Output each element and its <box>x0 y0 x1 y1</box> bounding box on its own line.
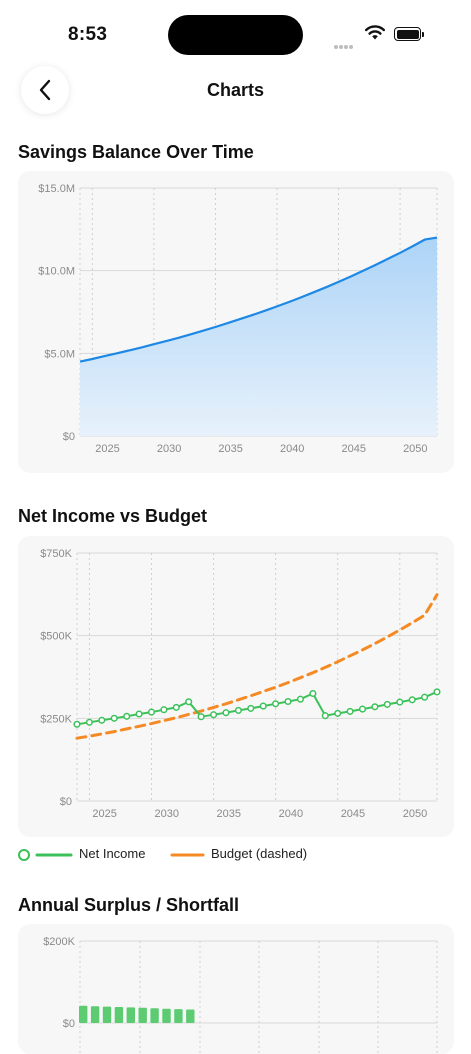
legend-label-budget: Budget (dashed) <box>211 846 308 861</box>
net-income-point <box>85 718 93 726</box>
x-tick-label: 2040 <box>279 808 303 820</box>
budget-line <box>75 593 439 740</box>
net-income-point <box>222 709 230 717</box>
net-income-point <box>309 689 317 698</box>
legend-label-net-income: Net Income <box>79 846 146 861</box>
net-income-point <box>247 704 255 712</box>
status-bar: 8:53 <box>0 0 471 60</box>
chevron-left-icon <box>39 79 51 101</box>
cellular-signal-icon <box>334 36 354 54</box>
net-income-point <box>123 712 131 720</box>
y-tick-label: $5.0M <box>44 348 75 360</box>
net-income-point <box>135 710 143 718</box>
annual-surplus-chart: $0 $200K <box>43 936 438 1054</box>
net-income-point <box>346 707 354 715</box>
x-tick-label: 2040 <box>280 443 304 455</box>
net-income-point <box>197 713 205 721</box>
y-tick-label: $0 <box>63 431 75 443</box>
x-tick-label: 2045 <box>342 443 366 455</box>
surplus-bar <box>174 1009 183 1023</box>
net-income-point <box>272 700 280 708</box>
net-income-point <box>296 695 304 703</box>
x-tick-label: 2050 <box>403 443 427 455</box>
x-tick-label: 2030 <box>154 808 178 820</box>
surplus-bar <box>150 1008 159 1023</box>
status-time: 8:53 <box>68 24 108 45</box>
battery-icon <box>394 27 424 41</box>
income-chart-card: $0 $250K $500K $750K 2025 2030 2035 2040 2045 205… <box>18 536 454 837</box>
x-tick-label: 2050 <box>403 808 427 820</box>
net-income-point <box>172 703 180 711</box>
surplus-bar <box>126 1007 135 1023</box>
net-income-point <box>160 706 168 714</box>
savings-area-fill <box>80 237 437 436</box>
legend-swatch-budget <box>170 853 205 857</box>
net-income-point <box>210 711 218 719</box>
x-tick-label: 2025 <box>95 443 119 455</box>
section-title-savings: Savings Balance Over Time <box>18 142 254 162</box>
y-tick-label: $10.0M <box>38 266 75 278</box>
back-button[interactable] <box>21 66 69 114</box>
savings-line <box>79 236 438 363</box>
y-tick-label: $750K <box>40 548 72 560</box>
savings-chart-card: $0 $5.0M $10.0M $15.0M 2025 2030 2035 2040 2045 2… <box>18 171 454 473</box>
surplus-bar <box>138 1007 147 1023</box>
x-tick-label: 2035 <box>217 808 241 820</box>
net-income-point <box>234 706 242 714</box>
net-income-point <box>421 693 429 701</box>
net-income-point <box>433 688 441 696</box>
surplus-bar <box>90 1006 100 1023</box>
surplus-bar <box>162 1008 171 1023</box>
wifi-icon <box>364 24 386 46</box>
x-tick-label: 2025 <box>92 808 116 820</box>
net-income-point <box>371 703 379 711</box>
section-title-surplus: Annual Surplus / Shortfall <box>18 895 240 915</box>
net-income-point <box>185 698 193 706</box>
y-tick-label: $200K <box>43 936 75 948</box>
net-income-point <box>408 696 416 704</box>
x-tick-label: 2030 <box>157 443 181 455</box>
net-income-vs-budget-chart: $0 $250K $500K $750K 2025 2030 2035 2040 2045 205… <box>40 548 441 820</box>
y-tick-label: $250K <box>40 713 72 725</box>
surplus-bar <box>186 1009 195 1023</box>
y-tick-label: $500K <box>40 631 72 643</box>
surplus-bar <box>79 1005 88 1023</box>
x-tick-label: 2035 <box>218 443 242 455</box>
y-tick-label: $0 <box>63 1018 75 1030</box>
dynamic-island <box>168 15 303 55</box>
net-income-point <box>110 714 118 722</box>
y-tick-label: $0 <box>60 796 72 808</box>
y-tick-label: $15.0M <box>38 183 75 195</box>
net-income-point <box>98 716 106 724</box>
net-income-point <box>259 702 267 710</box>
net-income-point <box>73 720 81 728</box>
legend-swatch-net-income <box>18 849 73 861</box>
net-income-point <box>334 709 342 717</box>
section-title-income: Net Income vs Budget <box>18 506 208 526</box>
surplus-chart-card: $0 $200K <box>18 924 454 1054</box>
net-income-point <box>396 698 404 706</box>
net-income-point <box>284 697 292 706</box>
net-income-point <box>383 700 391 708</box>
surplus-bar <box>114 1007 124 1023</box>
net-income-point <box>358 705 367 713</box>
net-income-point <box>147 708 156 716</box>
surplus-bar <box>102 1006 112 1023</box>
page-title: Charts <box>206 80 264 100</box>
savings-balance-chart: $0 $5.0M $10.0M $15.0M 2025 2030 2035 2040 2045 2… <box>38 183 438 455</box>
net-income-line <box>76 690 438 726</box>
x-tick-label: 2045 <box>341 808 365 820</box>
net-income-point <box>321 712 329 720</box>
